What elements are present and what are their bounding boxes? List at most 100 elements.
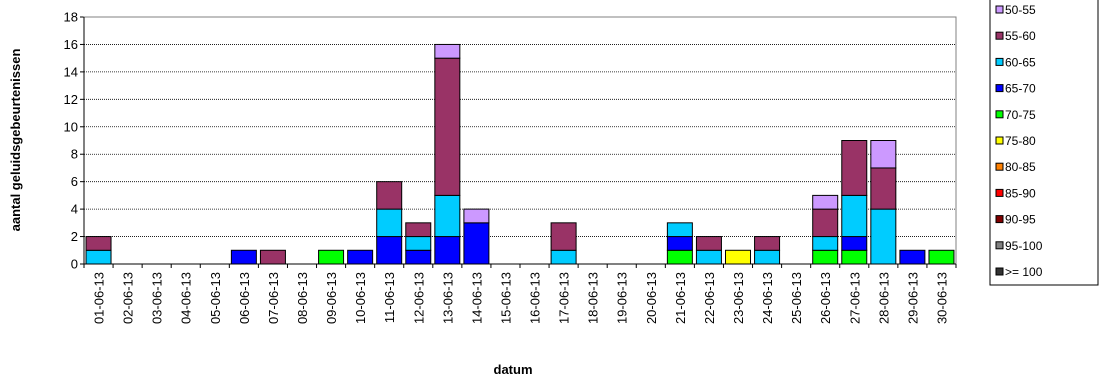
y-tick-label: 2	[71, 229, 78, 244]
x-tick-label: 07-06-13	[266, 272, 281, 324]
legend-swatch	[995, 136, 1004, 145]
bar-segment-01-06-13-6065	[85, 249, 112, 265]
x-tick-label: 28-06-13	[876, 272, 891, 324]
x-tick-label: 21-06-13	[673, 272, 688, 324]
legend-swatch	[995, 162, 1004, 171]
legend-label: 70-75	[1005, 108, 1036, 122]
x-axis-title: datum	[494, 362, 533, 377]
x-tick-label: 25-06-13	[789, 272, 804, 324]
bar-segment-22-06-13-5560	[695, 236, 722, 251]
legend-swatch	[995, 241, 1004, 250]
bar-segment-27-06-13-6570	[841, 236, 868, 251]
x-tick-label: 02-06-13	[121, 272, 136, 324]
y-axis-title: aantal geluidsgebeurtenissen	[8, 49, 23, 232]
bar-segment-22-06-13-6065	[695, 249, 722, 265]
bar-segment-06-06-13-6570	[230, 249, 257, 265]
x-tick-label: 22-06-13	[702, 272, 717, 324]
bar-segment-17-06-13-6065	[550, 249, 577, 265]
bar-segment-17-06-13-5560	[550, 222, 577, 251]
bars	[85, 43, 955, 265]
legend-label: 75-80	[1005, 134, 1036, 148]
bar-segment-28-06-13-5560	[870, 167, 897, 210]
x-tick-label: 26-06-13	[818, 272, 833, 324]
y-tick-labels: 0 2 4 6 8 10 12 14 16 18	[64, 10, 78, 272]
y-tick-label: 18	[64, 10, 78, 25]
legend-swatch	[995, 31, 1004, 40]
x-tick-label: 15-06-13	[498, 272, 513, 324]
legend-label: >= 100	[1005, 265, 1043, 279]
bar-segment-13-06-13-6570	[434, 236, 461, 265]
bar-segment-21-06-13-7075	[666, 249, 693, 265]
x-tick-label: 27-06-13	[847, 272, 862, 324]
y-tick-label: 16	[64, 37, 78, 52]
legend-swatch	[995, 57, 1004, 66]
bar-segment-01-06-13-5560	[85, 236, 112, 251]
bar-segment-10-06-13-6570	[347, 249, 374, 265]
y-tick-label: 6	[71, 174, 78, 189]
y-tick-label: 0	[71, 257, 78, 272]
bar-segment-24-06-13-5560	[754, 236, 781, 251]
bar-segment-26-06-13-5055	[812, 194, 839, 210]
bar-segment-29-06-13-6570	[899, 249, 926, 265]
x-tick-label: 24-06-13	[760, 272, 775, 324]
x-tick-label: 17-06-13	[557, 272, 572, 324]
bar-segment-30-06-13-7075	[928, 249, 955, 265]
legend-label: 60-65	[1005, 55, 1036, 69]
bar-segment-27-06-13-7075	[841, 249, 868, 265]
bar-segment-26-06-13-5560	[812, 208, 839, 238]
x-tick-label: 18-06-13	[586, 272, 601, 324]
y-tick-label: 14	[64, 64, 78, 79]
y-tick-label: 10	[64, 119, 78, 134]
legend-label: 65-70	[1005, 82, 1036, 96]
bar-segment-12-06-13-6065	[405, 236, 432, 251]
legend-label: 80-85	[1005, 160, 1036, 174]
legend: 50-55 55-60 60-65 65-70 70-75 75-80 80-85 85-90…	[989, 0, 1099, 286]
legend-swatch	[995, 5, 1004, 14]
x-tick-label: 23-06-13	[731, 272, 746, 324]
x-tick-label: 05-06-13	[208, 272, 223, 324]
x-tick-label: 29-06-13	[905, 272, 920, 324]
x-tick-label: 12-06-13	[411, 272, 426, 324]
bar-segment-07-06-13-5560	[259, 249, 286, 265]
bar-segment-26-06-13-6065	[812, 236, 839, 251]
legend-label: 50-55	[1005, 3, 1036, 17]
bar-segment-12-06-13-6570	[405, 249, 432, 265]
legend-label: 90-95	[1005, 213, 1036, 227]
bar-segment-14-06-13-5055	[463, 208, 490, 224]
bar-segment-13-06-13-5560	[434, 57, 461, 196]
legend-swatch	[995, 188, 1004, 197]
x-tick-label: 10-06-13	[353, 272, 368, 324]
bar-segment-24-06-13-6065	[754, 249, 781, 265]
legend-swatch	[995, 215, 1004, 224]
bar-segment-28-06-13-6065	[870, 208, 897, 265]
bar-segment-27-06-13-6065	[841, 194, 868, 238]
x-tick-label: 30-06-13	[934, 272, 949, 324]
x-tick-label: 08-06-13	[295, 272, 310, 324]
bar-segment-11-06-13-6570	[376, 236, 403, 265]
x-tick-label: 01-06-13	[92, 272, 107, 324]
legend-swatch	[995, 110, 1004, 119]
bar-segment-14-06-13-6570	[463, 222, 490, 265]
x-tick-label: 13-06-13	[440, 272, 455, 324]
legend-swatch	[995, 84, 1004, 93]
legend-label: 95-100	[1005, 239, 1043, 253]
y-tick-label: 8	[71, 147, 78, 162]
x-tick-label: 03-06-13	[150, 272, 165, 324]
y-tick-label: 4	[71, 202, 78, 217]
bar-segment-23-06-13-7580	[725, 249, 751, 265]
x-tick-label: 11-06-13	[382, 272, 397, 323]
x-tick-label: 04-06-13	[179, 272, 194, 324]
x-tick-label: 19-06-13	[615, 272, 630, 324]
x-tick-labels: 01-06-13 02-06-13 03-06-13 04-06-13 05-06-13…	[92, 272, 950, 324]
x-tick-label: 16-06-13	[528, 272, 543, 324]
x-tick-label: 06-06-13	[237, 272, 252, 324]
y-tick-label: 12	[64, 92, 78, 107]
x-tick-label: 14-06-13	[469, 272, 484, 324]
legend-box	[989, 0, 1099, 286]
bar-segment-13-06-13-6065	[434, 194, 461, 238]
bar-segment-27-06-13-5560	[841, 140, 868, 196]
x-tick-label: 09-06-13	[324, 272, 339, 324]
legend-label: 85-90	[1005, 186, 1036, 200]
bar-segment-13-06-13-5055	[434, 43, 461, 59]
bar-segment-09-06-13-7075	[318, 249, 345, 265]
